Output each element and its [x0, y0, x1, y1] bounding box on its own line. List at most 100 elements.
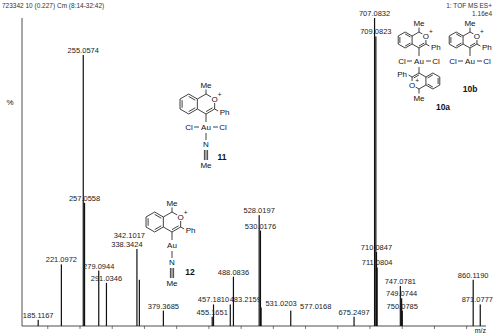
- peak-label: 709.0823: [360, 27, 391, 36]
- double-bond: [470, 43, 475, 46]
- x-tick: [80, 326, 81, 329]
- bond: [477, 61, 482, 62]
- methyl-label: Me: [166, 279, 178, 288]
- bond: [213, 127, 218, 128]
- double-bond: [206, 108, 213, 112]
- compound-label: 12: [185, 267, 195, 277]
- bond: [470, 28, 471, 33]
- bond: [172, 208, 173, 213]
- peak-label: 291.0346: [91, 274, 122, 283]
- x-tick: [273, 326, 274, 329]
- double-bond: [399, 37, 400, 43]
- metal-label: Au: [167, 241, 177, 250]
- halide-label: Cl: [185, 123, 193, 132]
- triple-bond: [207, 150, 208, 160]
- peak-label: 279.0944: [83, 262, 114, 271]
- triple-bond: [172, 268, 173, 278]
- bond: [470, 48, 471, 56]
- double-bond: [155, 226, 162, 230]
- double-bond: [405, 43, 410, 46]
- benzene-ring: [398, 32, 412, 48]
- methyl-label: Me: [200, 81, 212, 90]
- benzene-ring: [180, 94, 197, 114]
- structure: MeO+PhAuClClNMe11: [180, 81, 229, 170]
- methyl-label: Me: [413, 19, 425, 28]
- phenyl-label: Ph: [186, 226, 196, 235]
- peak-label: 749.0744: [386, 289, 417, 298]
- x-tick: [208, 326, 209, 329]
- double-bond: [419, 43, 424, 46]
- bond: [181, 227, 185, 229]
- benzene-ring: [426, 73, 440, 89]
- peak-label: 255.0574: [68, 46, 99, 55]
- triple-bond: [173, 268, 174, 278]
- peak-label: 577.0168: [300, 302, 331, 311]
- double-bond: [438, 78, 439, 84]
- x-tick: [305, 326, 306, 329]
- structure: MeO+PhAuClCl10b: [449, 19, 492, 94]
- peak: [136, 249, 137, 326]
- charge-label: +: [429, 28, 433, 35]
- peak: [230, 304, 231, 326]
- halide-label: Cl: [432, 57, 440, 66]
- spectrum: 723342 10 (0.227) Cm (8:14-32:42)1: TOF …: [0, 0, 494, 334]
- peak: [83, 55, 84, 326]
- nitrogen-label: N: [169, 258, 175, 267]
- peak: [261, 308, 262, 326]
- methyl-label: Me: [464, 19, 476, 28]
- peak-label: 531.0203: [265, 299, 296, 308]
- x-tick: [144, 326, 145, 329]
- phenyl-label: Ph: [397, 70, 407, 79]
- x-axis: [22, 326, 486, 327]
- halide-label: Cl: [398, 57, 406, 66]
- x-tick: [434, 326, 435, 329]
- peak-label: 711.0804: [362, 258, 393, 267]
- peak: [61, 264, 62, 326]
- peak: [374, 18, 375, 326]
- methyl-label: Me: [413, 94, 425, 103]
- peak: [480, 304, 481, 326]
- compound-label: 10a: [436, 102, 450, 112]
- x-tick: [176, 326, 177, 329]
- triple-bond: [204, 150, 205, 160]
- peak: [212, 317, 213, 326]
- x-tick: [402, 326, 403, 329]
- bond: [172, 232, 173, 240]
- metal-label: Au: [201, 123, 211, 132]
- peak-label: 675.2497: [338, 308, 369, 317]
- x-tick: [370, 326, 371, 329]
- x-tick: [337, 326, 338, 329]
- double-bond: [456, 34, 461, 37]
- bond: [407, 61, 412, 62]
- peak-label: 457.1810: [198, 295, 229, 304]
- peaks: [38, 18, 481, 326]
- y-axis: [22, 18, 23, 326]
- bond: [419, 48, 420, 56]
- benzene-ring: [449, 32, 463, 48]
- bond: [215, 109, 219, 111]
- peak: [139, 280, 140, 326]
- bond: [458, 61, 463, 62]
- peak-label: 750.0785: [387, 302, 418, 311]
- peak: [38, 320, 39, 326]
- peak: [259, 215, 260, 326]
- peak: [106, 283, 107, 326]
- peak-label: 707.0832: [359, 9, 390, 18]
- double-bond: [172, 226, 179, 230]
- peak-label: 379.3685: [148, 302, 179, 311]
- peak-label: 342.1017: [114, 231, 145, 240]
- triple-bond: [170, 268, 171, 278]
- double-bond: [182, 100, 183, 108]
- peak-label: 530.0176: [245, 222, 276, 231]
- charge-label: +: [415, 77, 419, 84]
- x-tick: [241, 326, 242, 329]
- bond: [419, 89, 420, 94]
- peak-label: 338.3424: [111, 240, 142, 249]
- halide-label: Cl: [219, 123, 227, 132]
- compound-label: 11: [218, 152, 227, 162]
- x-tick: [47, 326, 48, 329]
- double-bond: [405, 34, 410, 37]
- double-bond: [148, 218, 149, 226]
- bond: [477, 44, 481, 46]
- bond: [426, 61, 431, 62]
